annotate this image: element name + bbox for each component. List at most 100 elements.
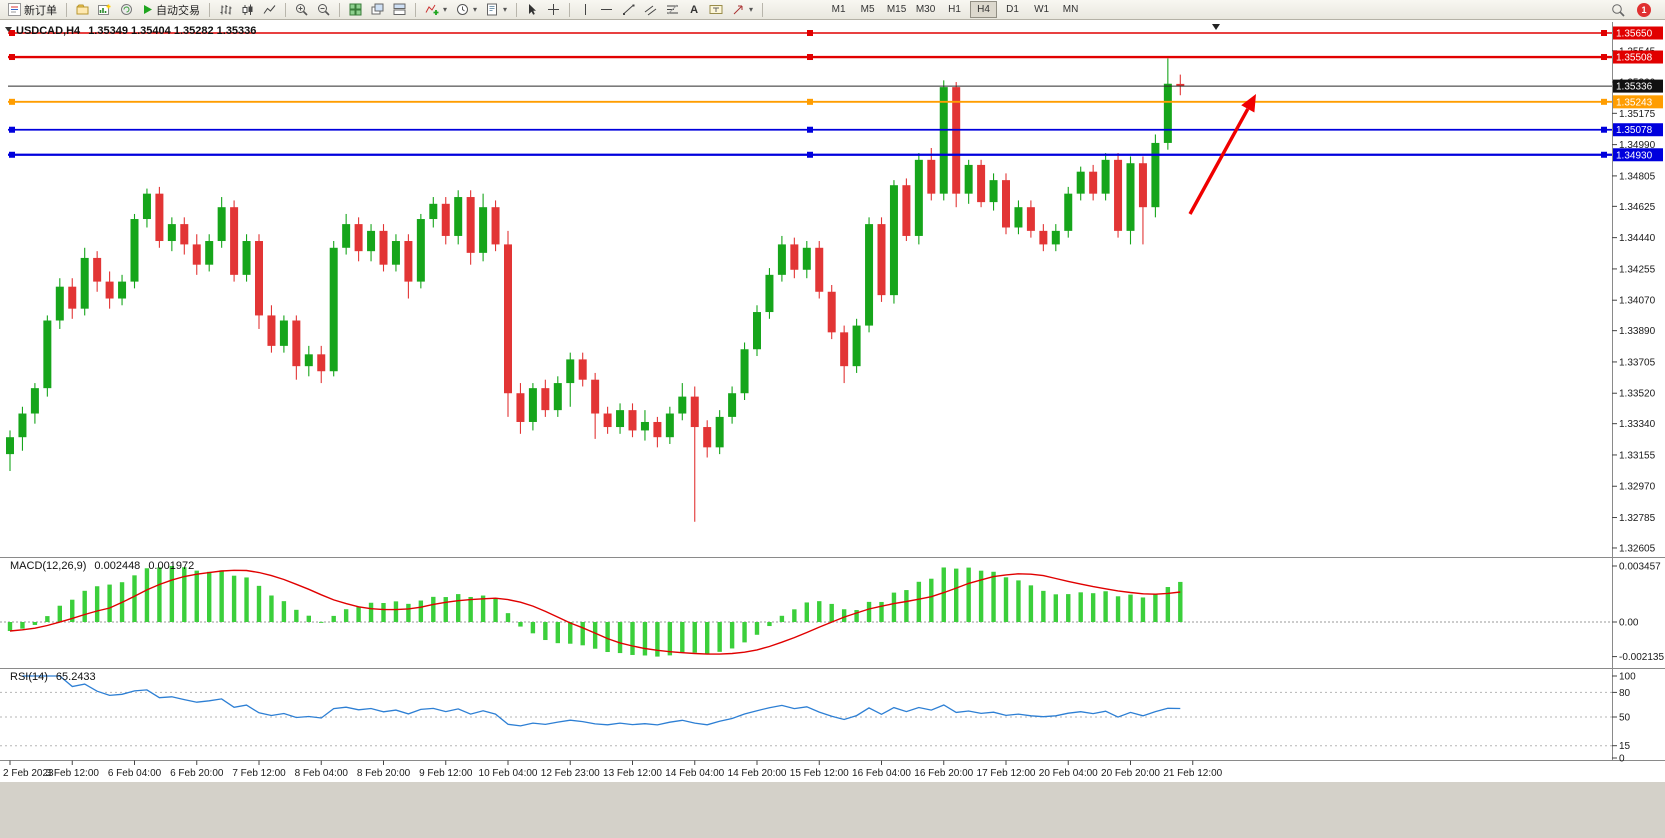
chevron-down-icon: ▾ xyxy=(503,5,508,14)
line-handle[interactable] xyxy=(1601,151,1607,158)
bar-chart-type-button[interactable] xyxy=(215,1,236,19)
macd-histogram-bar xyxy=(443,597,448,622)
macd-histogram-bar xyxy=(70,599,75,622)
candle-body xyxy=(865,224,874,326)
new-chart-button[interactable] xyxy=(94,1,115,19)
templates-button[interactable]: ▾ xyxy=(482,1,511,19)
trend-arrow-line[interactable] xyxy=(1188,108,1250,215)
rsi-axis-label: 100 xyxy=(1619,672,1636,683)
toolbar-separator xyxy=(762,2,764,17)
timeframe-mn-button[interactable]: MN xyxy=(1057,1,1084,18)
macd-histogram-bar xyxy=(1128,594,1133,622)
trend-arrow-head[interactable] xyxy=(1241,94,1256,113)
macd-histogram-bar xyxy=(555,622,560,644)
zoom-in-button[interactable] xyxy=(291,1,312,19)
chart-shift-marker[interactable] xyxy=(1212,24,1220,30)
candle-body xyxy=(454,197,463,236)
rsi-axis-label: 50 xyxy=(1619,713,1631,724)
time-axis-label: 14 Feb 20:00 xyxy=(728,768,787,779)
candle-body xyxy=(1163,83,1172,143)
macd-axis-label: 0.00 xyxy=(1619,618,1639,629)
chevron-down-icon: ▾ xyxy=(749,5,754,14)
autotrading-button[interactable]: 自动交易 xyxy=(138,1,204,19)
line-handle[interactable] xyxy=(807,98,813,105)
timeframe-m5-button[interactable]: M5 xyxy=(854,1,881,18)
line-handle[interactable] xyxy=(807,54,813,61)
price-axis-label-text: 1.35508 xyxy=(1616,53,1653,64)
line-handle[interactable] xyxy=(807,30,813,36)
timeframe-m15-button[interactable]: M15 xyxy=(883,1,910,18)
price-tick-label: 1.33520 xyxy=(1619,389,1656,400)
notification-badge[interactable]: 1 xyxy=(1637,2,1651,17)
text-tool-button[interactable]: A xyxy=(684,1,704,19)
periods-button[interactable]: ▾ xyxy=(452,1,481,19)
timeframe-w1-button[interactable]: W1 xyxy=(1028,1,1055,18)
line-handle[interactable] xyxy=(9,54,15,61)
cursor-button[interactable] xyxy=(522,1,542,19)
text-label-button[interactable] xyxy=(705,1,727,19)
macd-histogram-bar xyxy=(1115,596,1121,622)
clock-icon xyxy=(456,3,469,16)
time-axis-label: 20 Feb 20:00 xyxy=(1101,768,1160,779)
candle-body xyxy=(391,241,400,265)
arrange-horizontal-button[interactable] xyxy=(389,1,410,19)
line-handle[interactable] xyxy=(1601,54,1607,61)
candle-body xyxy=(217,207,226,242)
timeframe-h4-button[interactable]: H4 xyxy=(970,1,998,18)
horizontal-line-button[interactable] xyxy=(596,1,617,19)
tile-windows-icon xyxy=(349,3,362,16)
cascade-windows-button[interactable] xyxy=(367,1,388,19)
line-handle[interactable] xyxy=(9,151,15,158)
macd-histogram-bar xyxy=(244,577,249,622)
search-button[interactable] xyxy=(1607,1,1629,19)
zoom-out-button[interactable] xyxy=(313,1,334,19)
candle-body xyxy=(367,230,376,252)
line-handle[interactable] xyxy=(807,126,813,133)
macd-histogram-bar xyxy=(480,595,486,622)
candle-body xyxy=(242,241,251,275)
candle-body xyxy=(354,224,363,252)
time-axis-label: 6 Feb 20:00 xyxy=(170,768,224,779)
data-window-button[interactable] xyxy=(116,1,137,19)
macd-histogram-bar xyxy=(1078,592,1083,622)
candlestick-type-button[interactable] xyxy=(237,1,258,19)
line-handle[interactable] xyxy=(1601,30,1607,36)
candle-body xyxy=(528,388,537,422)
price-axis-label-box xyxy=(1613,79,1663,93)
line-handle[interactable] xyxy=(9,98,15,105)
arrows-tool-button[interactable]: ▾ xyxy=(728,1,757,19)
price-tick-label: 1.33890 xyxy=(1619,326,1656,337)
channel-button[interactable] xyxy=(640,1,661,19)
line-handle[interactable] xyxy=(1601,126,1607,133)
rsi-line xyxy=(22,675,1181,727)
rsi-name: RSI(14) xyxy=(10,671,48,683)
candle-body xyxy=(504,244,512,394)
crosshair-button[interactable] xyxy=(543,1,564,19)
one-click-trading-arrow[interactable] xyxy=(5,27,12,32)
price-tick-label: 1.32605 xyxy=(1619,543,1656,554)
candle-body xyxy=(80,257,89,309)
fibonacci-button[interactable] xyxy=(662,1,683,19)
candle-body xyxy=(1138,163,1147,208)
line-handle[interactable] xyxy=(9,30,15,36)
chart-canvas[interactable]: 1.355451.353601.351751.349901.348051.346… xyxy=(0,20,1665,838)
new-order-label: 新订单 xyxy=(24,4,57,17)
timeframe-h1-button[interactable]: H1 xyxy=(941,1,968,18)
indicators-icon xyxy=(425,3,439,16)
macd-histogram-bar xyxy=(381,603,386,622)
vertical-line-button[interactable] xyxy=(575,1,595,19)
line-handle[interactable] xyxy=(807,151,813,158)
candle-body xyxy=(952,87,961,194)
line-handle[interactable] xyxy=(1601,98,1607,105)
line-handle[interactable] xyxy=(9,126,15,133)
indicators-button[interactable]: ▾ xyxy=(421,1,451,19)
timeframe-m1-button[interactable]: M1 xyxy=(825,1,852,18)
line-chart-type-button[interactable] xyxy=(259,1,280,19)
profiles-button[interactable] xyxy=(72,1,93,19)
new-order-button[interactable]: 新订单 xyxy=(4,1,61,19)
tile-windows-button[interactable] xyxy=(345,1,366,19)
timeframe-m30-button[interactable]: M30 xyxy=(912,1,939,18)
candle-body xyxy=(118,281,127,299)
trendline-button[interactable] xyxy=(618,1,639,19)
timeframe-d1-button[interactable]: D1 xyxy=(999,1,1026,18)
